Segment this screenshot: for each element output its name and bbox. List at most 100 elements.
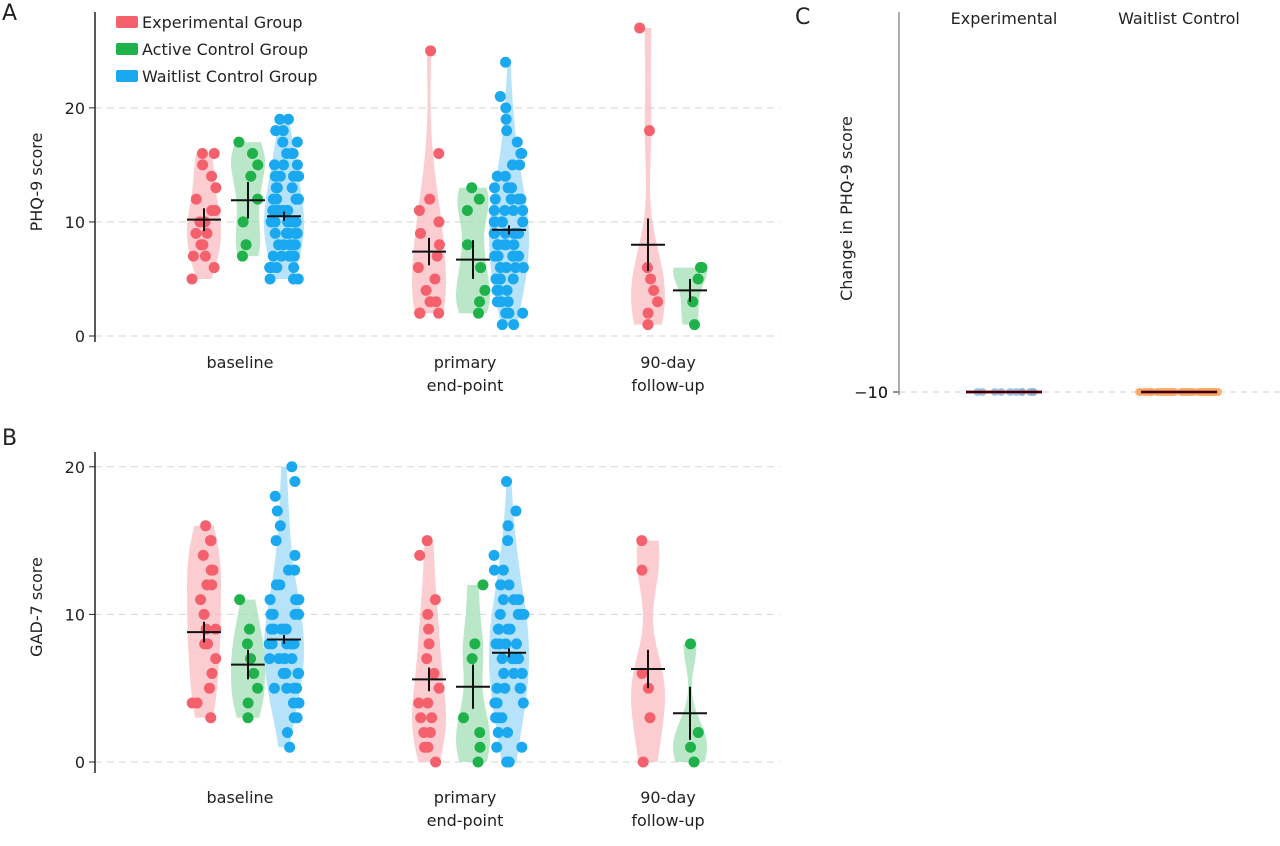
data-point <box>415 227 427 239</box>
data-point <box>422 697 434 709</box>
data-point <box>494 608 506 620</box>
data-point <box>430 756 442 768</box>
data-point <box>502 623 514 635</box>
data-point <box>264 273 276 285</box>
data-point <box>652 296 664 308</box>
data-point <box>473 193 485 205</box>
panel-letter: A <box>2 1 17 26</box>
y-tick-label: 0 <box>75 327 85 346</box>
data-point <box>510 505 522 517</box>
data-point <box>208 147 220 159</box>
data-point <box>433 307 445 319</box>
data-point <box>191 697 203 709</box>
data-point <box>508 594 520 606</box>
data-point <box>275 623 287 635</box>
data-point <box>424 726 436 738</box>
data-point <box>515 682 527 694</box>
data-point <box>264 653 276 665</box>
data-point <box>277 125 289 137</box>
y-tick-label: 0 <box>75 753 85 772</box>
data-point <box>517 697 529 709</box>
data-point <box>198 608 210 620</box>
y-tick-label: −10 <box>854 383 888 402</box>
data-point <box>431 250 443 262</box>
data-point <box>488 549 500 561</box>
data-point <box>509 262 521 274</box>
data-point <box>252 159 264 171</box>
data-point <box>473 307 485 319</box>
data-point <box>491 682 503 694</box>
data-point <box>421 653 433 665</box>
data-point <box>429 594 441 606</box>
data-point <box>245 653 257 665</box>
data-point <box>414 307 426 319</box>
data-point <box>428 667 440 679</box>
violin <box>631 28 665 325</box>
data-point <box>206 667 218 679</box>
data-point <box>642 307 654 319</box>
data-point <box>491 296 503 308</box>
data-point <box>187 250 199 262</box>
data-point <box>643 125 655 137</box>
data-point <box>508 667 520 679</box>
data-point <box>291 682 303 694</box>
data-point <box>496 712 508 724</box>
data-point <box>206 170 218 182</box>
y-axis-label: PHQ-9 score <box>27 133 46 232</box>
y-tick-label: 20 <box>65 458 85 477</box>
data-point <box>267 193 279 205</box>
data-point <box>264 594 276 606</box>
data-point <box>290 227 302 239</box>
data-point <box>645 273 657 285</box>
data-point <box>1136 388 1145 396</box>
data-point <box>197 239 209 251</box>
data-point <box>636 535 648 547</box>
legend-swatch <box>116 43 138 55</box>
data-point <box>210 653 222 665</box>
data-point <box>475 262 487 274</box>
legend-label: Experimental Group <box>142 13 303 32</box>
data-point <box>290 594 302 606</box>
data-point <box>415 712 427 724</box>
data-point <box>270 535 282 547</box>
data-point <box>696 262 708 274</box>
data-point <box>488 205 500 217</box>
data-point <box>281 682 293 694</box>
data-point <box>285 638 297 650</box>
data-point <box>508 239 520 251</box>
data-point <box>420 284 432 296</box>
data-point <box>199 250 211 262</box>
data-point <box>268 623 280 635</box>
x-tick-label: 90-day <box>640 353 696 372</box>
data-point <box>247 147 259 159</box>
data-point <box>207 564 219 576</box>
data-point <box>489 250 501 262</box>
data-point <box>636 667 648 679</box>
data-point <box>289 608 301 620</box>
data-point <box>499 682 511 694</box>
y-tick-label: 10 <box>868 383 888 402</box>
data-point <box>273 239 285 251</box>
data-point <box>489 697 501 709</box>
data-point <box>489 216 501 228</box>
data-point <box>196 147 208 159</box>
data-point <box>290 193 302 205</box>
data-point <box>278 667 290 679</box>
x-tick-label: end-point <box>427 811 504 830</box>
data-point <box>507 205 519 217</box>
data-point <box>240 239 252 251</box>
group-header: Experimental <box>951 9 1058 28</box>
data-point <box>291 136 303 148</box>
data-point <box>498 667 510 679</box>
data-point <box>268 159 280 171</box>
data-point <box>208 262 220 274</box>
data-point <box>201 579 213 591</box>
data-point <box>277 205 289 217</box>
data-point <box>423 623 435 635</box>
data-point <box>502 726 514 738</box>
data-point <box>269 490 281 502</box>
data-point <box>205 712 217 724</box>
data-point <box>692 273 704 285</box>
data-point <box>286 461 298 473</box>
